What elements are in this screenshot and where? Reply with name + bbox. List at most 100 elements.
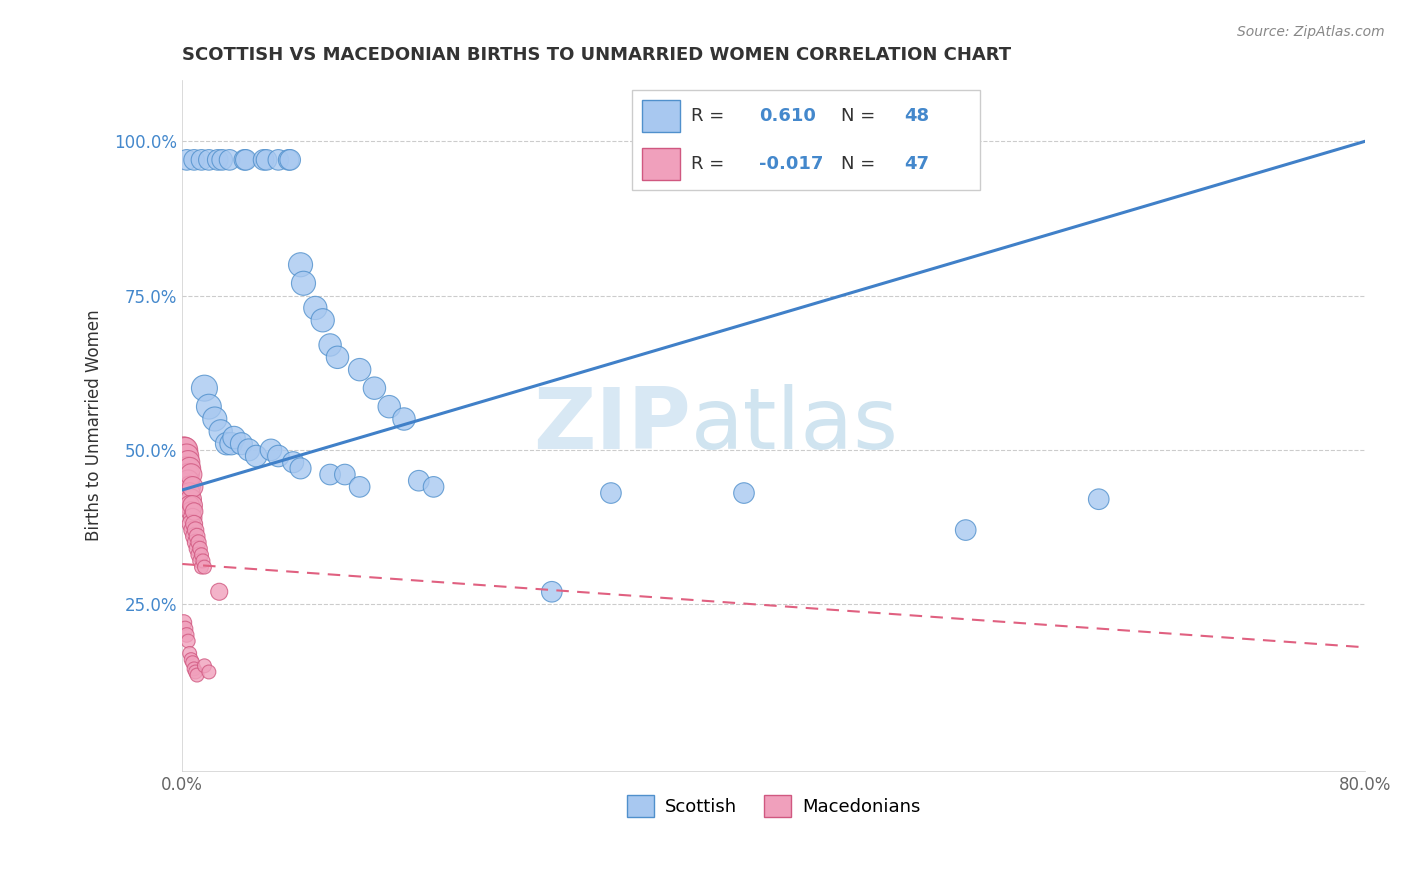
Point	[187, 535, 209, 549]
Point	[186, 668, 208, 682]
Point	[218, 153, 240, 167]
Point	[176, 628, 198, 642]
Point	[174, 622, 197, 636]
Point	[186, 541, 208, 556]
Point	[231, 436, 253, 450]
Point	[198, 665, 221, 679]
Point	[333, 467, 356, 482]
Point	[198, 400, 221, 414]
Point	[193, 658, 215, 673]
Point	[180, 504, 202, 518]
Point	[179, 486, 201, 500]
Point	[267, 153, 290, 167]
Point	[177, 455, 200, 469]
Point	[179, 647, 201, 661]
Point	[363, 381, 385, 395]
Point	[190, 548, 212, 562]
Point	[188, 554, 211, 568]
Point	[173, 615, 195, 630]
Point	[204, 412, 226, 426]
Point	[422, 480, 444, 494]
Point	[179, 480, 201, 494]
Text: atlas: atlas	[690, 384, 898, 467]
Point	[184, 665, 207, 679]
Point	[193, 381, 215, 395]
Point	[215, 436, 238, 450]
Point	[278, 153, 301, 167]
Point	[208, 584, 231, 599]
Point	[207, 153, 229, 167]
Point	[319, 467, 342, 482]
Point	[183, 529, 205, 543]
Point	[733, 486, 755, 500]
Point	[245, 449, 267, 463]
Point	[176, 461, 198, 475]
Point	[260, 442, 283, 457]
Point	[326, 351, 349, 365]
Point	[180, 467, 202, 482]
Point	[184, 523, 207, 537]
Point	[955, 523, 977, 537]
Point	[181, 510, 204, 524]
Point	[191, 554, 214, 568]
Point	[312, 313, 335, 327]
Point	[256, 153, 278, 167]
Point	[209, 425, 232, 439]
Point	[233, 153, 256, 167]
Point	[277, 153, 299, 167]
Point	[378, 400, 401, 414]
Point	[177, 634, 200, 648]
Text: SCOTTISH VS MACEDONIAN BIRTHS TO UNMARRIED WOMEN CORRELATION CHART: SCOTTISH VS MACEDONIAN BIRTHS TO UNMARRI…	[183, 46, 1011, 64]
Point	[292, 277, 315, 291]
Point	[349, 362, 371, 376]
Point	[319, 338, 342, 352]
Point	[392, 412, 415, 426]
Text: Source: ZipAtlas.com: Source: ZipAtlas.com	[1237, 25, 1385, 39]
Point	[238, 442, 260, 457]
Point	[176, 449, 198, 463]
Y-axis label: Births to Unmarried Women: Births to Unmarried Women	[86, 310, 103, 541]
Point	[183, 504, 205, 518]
Point	[181, 523, 204, 537]
Point	[180, 492, 202, 507]
Point	[187, 548, 209, 562]
Point	[290, 461, 312, 475]
Point	[304, 301, 326, 315]
Point	[181, 480, 204, 494]
Point	[180, 516, 202, 531]
Legend: Scottish, Macedonians: Scottish, Macedonians	[620, 788, 928, 824]
Point	[183, 153, 205, 167]
Text: ZIP: ZIP	[533, 384, 690, 467]
Point	[281, 455, 304, 469]
Point	[540, 584, 562, 599]
Point	[181, 656, 204, 670]
Point	[186, 529, 208, 543]
Point	[174, 442, 197, 457]
Point	[219, 436, 242, 450]
Point	[181, 499, 204, 513]
Point	[267, 449, 290, 463]
Point	[179, 499, 201, 513]
Point	[184, 535, 207, 549]
Point	[176, 153, 198, 167]
Point	[183, 516, 205, 531]
Point	[180, 653, 202, 667]
Point	[177, 467, 200, 482]
Point	[177, 474, 200, 488]
Point	[290, 258, 312, 272]
Point	[349, 480, 371, 494]
Point	[190, 153, 212, 167]
Point	[408, 474, 430, 488]
Point	[252, 153, 274, 167]
Point	[211, 153, 233, 167]
Point	[600, 486, 623, 500]
Point	[193, 560, 215, 574]
Point	[222, 430, 245, 444]
Point	[188, 541, 211, 556]
Point	[198, 153, 221, 167]
Point	[1087, 492, 1109, 507]
Point	[235, 153, 257, 167]
Point	[173, 442, 195, 457]
Point	[183, 662, 205, 676]
Point	[190, 560, 212, 574]
